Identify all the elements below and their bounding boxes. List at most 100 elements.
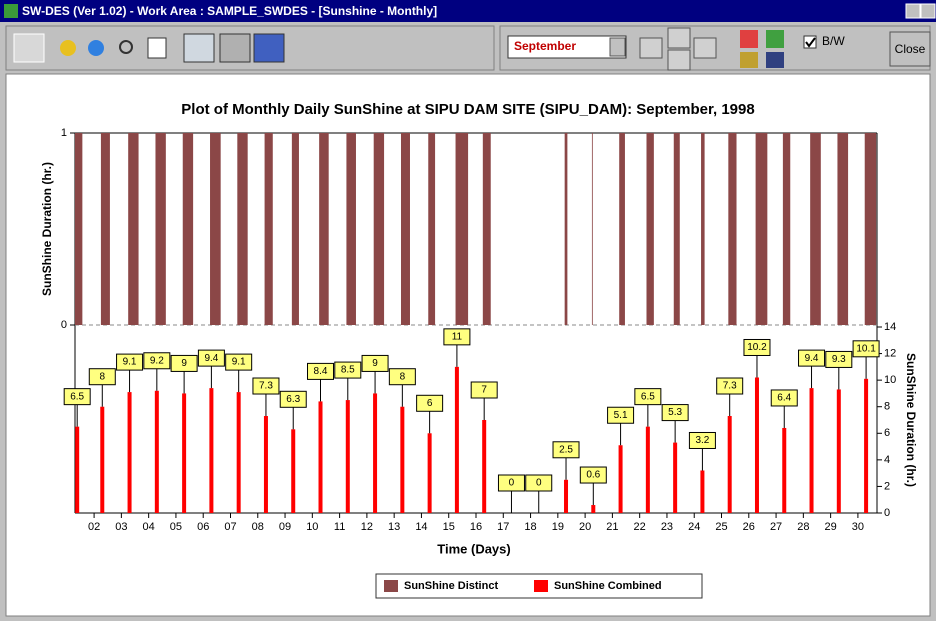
data-label-box xyxy=(579,466,607,484)
tool-button[interactable] xyxy=(13,33,45,63)
tool-button[interactable] xyxy=(740,30,758,48)
tool-button[interactable] xyxy=(88,40,104,56)
prev-button[interactable] xyxy=(639,37,663,59)
bar xyxy=(700,470,705,513)
x-tick-label: 19 xyxy=(552,521,564,533)
bar xyxy=(809,388,814,513)
x-tick-label: 20 xyxy=(579,521,591,533)
data-label: 9.4 xyxy=(204,353,218,364)
data-label-box xyxy=(63,388,91,406)
bar xyxy=(236,392,241,513)
legend-swatch xyxy=(534,580,548,592)
bar xyxy=(127,392,132,513)
data-label: 9.1 xyxy=(232,357,246,368)
data-label: 7.3 xyxy=(259,381,273,392)
data-label: 9.1 xyxy=(123,357,137,368)
legend-swatch xyxy=(384,580,398,592)
y2-tick-label: 14 xyxy=(884,321,896,333)
x-axis-label: Time (Days) xyxy=(437,541,510,556)
dropdown-arrow[interactable] xyxy=(609,37,626,57)
data-label: 8.5 xyxy=(341,365,355,376)
bar xyxy=(454,366,459,513)
data-label-box xyxy=(88,368,116,386)
bar xyxy=(864,378,869,513)
bar xyxy=(291,133,299,325)
bar xyxy=(782,133,791,325)
bar xyxy=(318,401,323,513)
bar xyxy=(264,133,273,325)
data-label-box xyxy=(307,362,335,380)
data-label-box xyxy=(470,381,498,399)
x-tick-label: 06 xyxy=(197,521,209,533)
bar xyxy=(182,133,194,325)
month-dropdown[interactable] xyxy=(507,35,627,59)
bar xyxy=(455,133,469,325)
bar xyxy=(100,133,110,325)
bar xyxy=(591,133,593,325)
data-label: 9 xyxy=(181,358,187,369)
y2-axis-label: SunShine Duration (hr.) xyxy=(904,353,918,487)
bar xyxy=(345,400,350,513)
next-button[interactable] xyxy=(693,37,717,59)
data-label: 6.3 xyxy=(286,394,300,405)
tool-button[interactable] xyxy=(147,37,167,59)
x-tick-label: 02 xyxy=(88,521,100,533)
bar xyxy=(155,133,166,325)
data-label-box xyxy=(252,377,280,395)
tool-button[interactable] xyxy=(740,52,758,68)
data-label: 9.2 xyxy=(150,355,164,366)
toolbar-icons xyxy=(13,33,285,63)
tool-button[interactable] xyxy=(253,33,285,63)
x-tick-label: 27 xyxy=(770,521,782,533)
tool-button[interactable] xyxy=(766,30,784,48)
bar xyxy=(154,390,159,513)
data-label: 0 xyxy=(536,478,542,489)
tool-button[interactable] xyxy=(60,40,76,56)
data-label: 5.3 xyxy=(668,407,682,418)
x-tick-label: 08 xyxy=(252,521,264,533)
data-label-box xyxy=(143,352,171,370)
close-button[interactable] xyxy=(889,31,931,67)
bar xyxy=(482,133,491,325)
legend-label: SunShine Combined xyxy=(554,580,662,592)
data-label-box xyxy=(334,361,362,379)
x-tick-label: 22 xyxy=(634,521,646,533)
bar xyxy=(619,133,625,325)
bar xyxy=(346,133,356,325)
data-label-box xyxy=(116,353,144,371)
tool-button[interactable] xyxy=(219,33,251,63)
data-label: 2.5 xyxy=(559,444,573,455)
x-tick-label: 11 xyxy=(334,521,345,533)
data-label-box xyxy=(743,338,771,356)
y-tick-label: 0 xyxy=(61,319,67,331)
tool-button[interactable] xyxy=(183,33,215,63)
x-tick-label: 07 xyxy=(224,521,236,533)
x-tick-label: 04 xyxy=(143,521,155,533)
down-button[interactable] xyxy=(667,49,691,71)
tool-button[interactable] xyxy=(766,52,784,68)
data-label: 10.1 xyxy=(856,343,876,354)
y2-tick-label: 8 xyxy=(884,401,890,413)
tool-button[interactable] xyxy=(119,40,133,54)
x-tick-label: 17 xyxy=(497,521,509,533)
x-tick-label: 12 xyxy=(361,521,373,533)
data-label-box xyxy=(361,354,389,372)
bar xyxy=(646,133,654,325)
data-label: 5.1 xyxy=(614,410,628,421)
data-label-box xyxy=(607,406,635,424)
minimize-button[interactable] xyxy=(905,3,921,19)
x-tick-label: 03 xyxy=(115,521,127,533)
bar xyxy=(427,433,432,513)
up-button[interactable] xyxy=(667,27,691,49)
title-bar xyxy=(0,0,936,22)
bw-checkbox[interactable] xyxy=(803,35,817,49)
data-label-box xyxy=(525,474,553,492)
maximize-button[interactable] xyxy=(920,3,936,19)
x-tick-label: 28 xyxy=(797,521,809,533)
data-label: 7.3 xyxy=(723,381,737,392)
data-label-box xyxy=(770,389,798,407)
bar xyxy=(864,133,877,325)
bar xyxy=(400,133,410,325)
y-axis-label: SunShine Duration (hr.) xyxy=(40,162,54,296)
bar xyxy=(591,505,596,513)
